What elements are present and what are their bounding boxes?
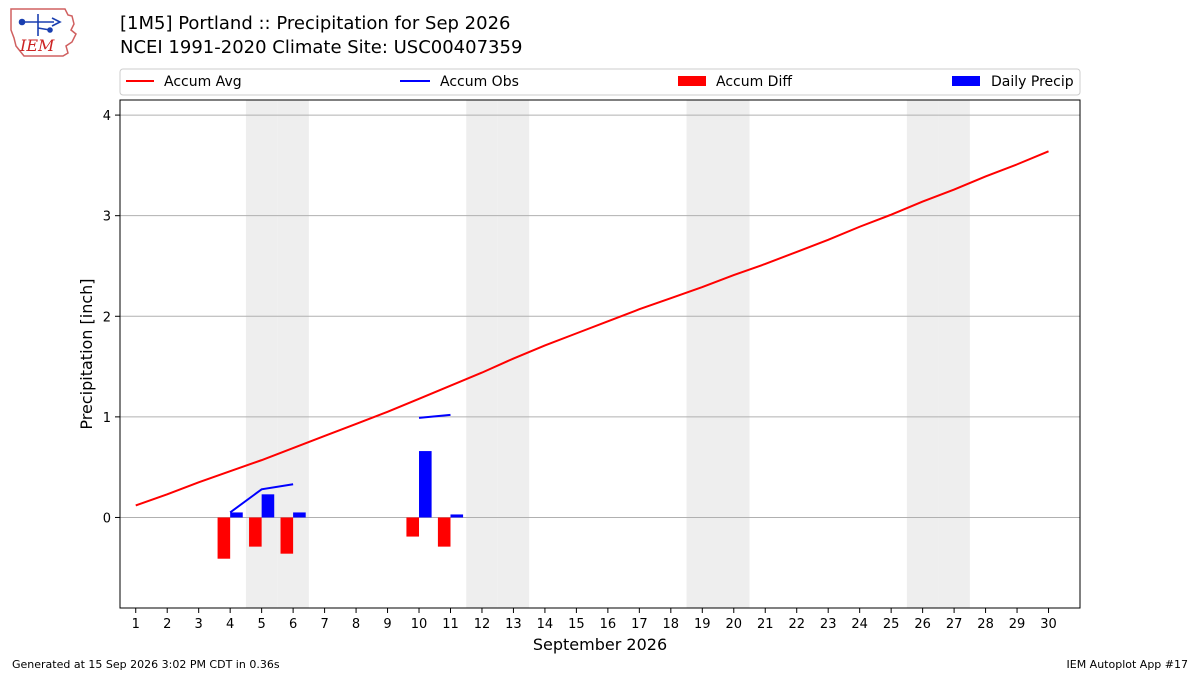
weekend-shade-band xyxy=(938,100,970,608)
chart-title: [1M5] Portland :: Precipitation for Sep … xyxy=(120,13,511,34)
weekend-shade-band xyxy=(686,100,719,608)
x-tick-label: 27 xyxy=(946,617,963,632)
y-axis-label: Precipitation [inch] xyxy=(77,278,96,429)
y-tick-label: 0 xyxy=(103,511,111,526)
app-credit: IEM Autoplot App #17 xyxy=(1066,658,1189,671)
x-tick-label: 5 xyxy=(257,617,265,632)
x-tick-label: 16 xyxy=(600,617,617,632)
x-tick-label: 28 xyxy=(977,617,994,632)
legend-swatch-daily-precip xyxy=(952,76,980,86)
daily-precip-bar xyxy=(293,512,306,518)
x-tick-label: 18 xyxy=(663,617,680,632)
x-axis-label: September 2026 xyxy=(533,635,667,654)
accum-avg-line xyxy=(135,150,1049,507)
x-tick-label: 23 xyxy=(820,617,837,632)
lines xyxy=(135,150,1049,514)
generated-timestamp: Generated at 15 Sep 2026 3:02 PM CDT in … xyxy=(12,658,280,671)
legend-label-accum-avg: Accum Avg xyxy=(164,74,242,90)
accum-diff-bar xyxy=(437,517,451,547)
x-tick-label: 22 xyxy=(788,617,805,632)
x-axis-ticks: 1 2 3 4 5 6 7 8 9 10 11 12 13 14 15 16 17 18 19 20 21 22 23 24 2… xyxy=(132,608,1057,632)
y-tick-label: 2 xyxy=(103,310,111,325)
x-tick-label: 25 xyxy=(883,617,900,632)
accum-diff-bar xyxy=(280,517,294,554)
legend: Accum Avg Accum Obs Accum Diff Daily Pre… xyxy=(119,68,1081,96)
y-tick-label: 1 xyxy=(103,411,111,426)
x-tick-label: 30 xyxy=(1040,617,1057,632)
x-tick-label: 13 xyxy=(505,617,522,632)
x-tick-label: 17 xyxy=(631,617,648,632)
daily-precip-bar xyxy=(230,512,243,518)
accum-obs-line xyxy=(418,413,451,419)
iowa-outline-icon xyxy=(10,8,77,57)
x-tick-label: 11 xyxy=(442,617,459,632)
bars xyxy=(217,451,464,559)
x-tick-label: 9 xyxy=(383,617,391,632)
x-tick-label: 7 xyxy=(320,617,328,632)
x-tick-label: 4 xyxy=(226,617,234,632)
y-gridlines xyxy=(120,114,1080,518)
daily-precip-bar xyxy=(419,451,432,518)
x-tick-label: 12 xyxy=(474,617,491,632)
logo-text: IEM xyxy=(19,36,55,55)
x-tick-label: 10 xyxy=(411,617,428,632)
y-tick-label: 3 xyxy=(103,210,111,225)
legend-label-accum-diff: Accum Diff xyxy=(716,74,792,90)
daily-precip-bar xyxy=(261,494,275,518)
weekend-shading xyxy=(245,100,970,608)
weekend-shade-band xyxy=(466,100,498,608)
legend-label-accum-obs: Accum Obs xyxy=(440,74,519,90)
weather-station-icon xyxy=(18,14,62,36)
x-tick-label: 21 xyxy=(757,617,774,632)
x-tick-label: 19 xyxy=(694,617,711,632)
chart-subtitle: NCEI 1991-2020 Climate Site: USC00407359 xyxy=(120,37,523,58)
x-tick-label: 14 xyxy=(537,617,554,632)
accum-obs-line xyxy=(229,483,294,514)
iem-logo: IEM xyxy=(10,8,77,57)
daily-precip-bar xyxy=(450,514,464,518)
x-tick-label: 3 xyxy=(195,617,203,632)
weekend-shade-band xyxy=(906,100,939,608)
x-tick-label: 26 xyxy=(914,617,931,632)
x-tick-label: 6 xyxy=(289,617,297,632)
x-tick-label: 20 xyxy=(725,617,742,632)
legend-swatch-accum-diff xyxy=(678,76,706,86)
x-tick-label: 1 xyxy=(132,617,140,632)
x-tick-label: 2 xyxy=(163,617,171,632)
x-tick-label: 15 xyxy=(568,617,585,632)
x-tick-label: 29 xyxy=(1009,617,1026,632)
y-tick-label: 4 xyxy=(103,109,111,124)
y-axis-ticks: 0 1 2 3 4 xyxy=(103,109,120,526)
plot-frame xyxy=(119,99,1081,609)
x-tick-label: 24 xyxy=(851,617,868,632)
x-tick-label: 8 xyxy=(352,617,360,632)
legend-box xyxy=(119,68,1081,96)
accum-diff-bar xyxy=(406,517,420,537)
legend-label-daily-precip: Daily Precip xyxy=(991,74,1074,90)
accum-diff-bar xyxy=(217,517,231,559)
weekend-shade-band xyxy=(718,100,750,608)
accum-diff-bar xyxy=(249,517,262,547)
